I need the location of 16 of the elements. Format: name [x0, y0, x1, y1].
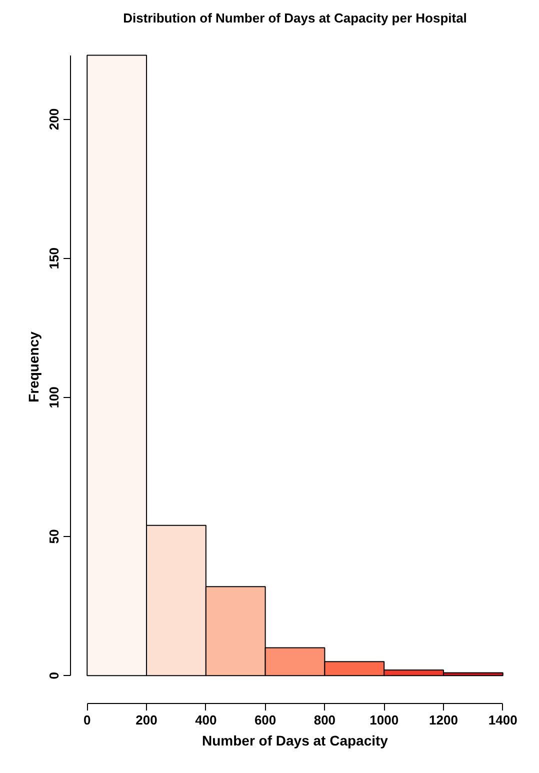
- x-tick-label: 0: [84, 712, 91, 728]
- x-tick-label: 1000: [370, 712, 399, 728]
- y-tick-label: 0: [46, 672, 62, 680]
- x-tick-label: 800: [314, 712, 336, 728]
- y-tick-label: 50: [46, 529, 62, 544]
- y-tick-label: 200: [46, 108, 62, 130]
- y-axis-title: Frequency: [26, 331, 42, 402]
- x-tick-label: 200: [136, 712, 158, 728]
- x-tick-label: 400: [195, 712, 217, 728]
- x-axis-title: Number of Days at Capacity: [202, 732, 388, 748]
- x-tick-label: 1400: [488, 712, 518, 728]
- chart-title: Distribution of Number of Days at Capacity per Hospital: [123, 10, 467, 26]
- y-tick-label: 100: [46, 386, 62, 408]
- x-tick-label: 600: [254, 712, 276, 728]
- y-tick-label: 150: [46, 248, 62, 270]
- x-tick-label: 1200: [429, 712, 458, 728]
